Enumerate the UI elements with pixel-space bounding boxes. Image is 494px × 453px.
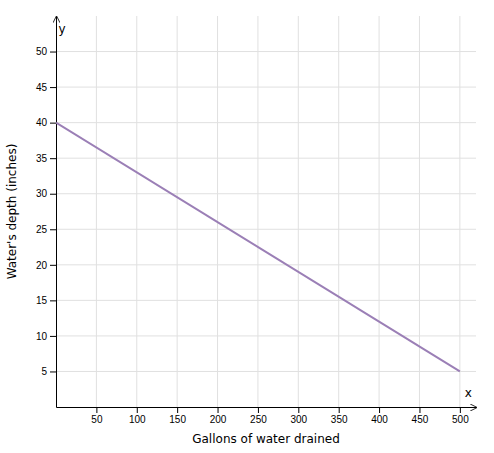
x-tick-label: 100 (129, 414, 146, 425)
x-tick-label: 500 (452, 414, 469, 425)
y-tick-mark (50, 371, 56, 372)
x-tick: 350 (331, 407, 348, 425)
y-tick-mark (50, 123, 56, 124)
y-tick-mark (50, 336, 56, 337)
y-axis-title: Water's depth (inches) (5, 144, 19, 280)
grid-line-y (56, 193, 476, 194)
y-tick-mark (50, 229, 56, 230)
grid (56, 16, 476, 407)
annotation: x (465, 386, 472, 400)
y-tick: 5 (41, 366, 56, 377)
y-tick-mark (50, 300, 56, 301)
y-tick-label: 25 (36, 224, 48, 235)
y-tick: 10 (36, 331, 56, 342)
grid-line-x (257, 16, 258, 407)
x-tick-mark (96, 407, 97, 413)
grid-line-y (56, 51, 476, 52)
y-tick: 25 (36, 224, 56, 235)
x-tick: 250 (250, 407, 267, 425)
x-tick-mark (258, 407, 259, 413)
x-tick: 500 (452, 407, 469, 425)
x-tick-mark (460, 407, 461, 413)
x-tick-mark (339, 407, 340, 413)
x-tick: 150 (169, 407, 186, 425)
x-tick-mark (379, 407, 380, 413)
x-tick-label: 350 (331, 414, 348, 425)
x-tick-mark (419, 407, 420, 413)
y-tick: 45 (36, 82, 56, 93)
x-tick-label: 200 (210, 414, 227, 425)
x-tick-mark (177, 407, 178, 413)
y-tick-label: 10 (36, 331, 48, 342)
x-axis: 50 100 150 200 250 300 350 400 450 500 (57, 407, 477, 425)
y-tick-mark (50, 87, 56, 88)
x-tick: 200 (210, 407, 227, 425)
y-tick-mark (50, 265, 56, 266)
grid-line-x (136, 16, 137, 407)
x-tick-label: 150 (169, 414, 186, 425)
grid-line-x (177, 16, 178, 407)
grid-line-y (56, 87, 476, 88)
grid-line-y (56, 264, 476, 265)
y-tick-label: 20 (36, 260, 48, 271)
y-tick-label: 15 (36, 295, 48, 306)
plot: 50 100 150 200 250 300 350 400 450 500 5 10 15 20 25 30… (36, 16, 477, 425)
y-tick-label: 5 (41, 366, 47, 377)
x-tick: 300 (290, 407, 307, 425)
y-tick: 30 (36, 188, 56, 199)
grid-line-y (56, 229, 476, 230)
grid-line-x (419, 16, 420, 407)
y-tick-label: 40 (36, 117, 48, 128)
annotation: y (58, 22, 65, 36)
chart: 50 100 150 200 250 300 350 400 450 500 5 10 15 20 25 30… (0, 0, 494, 453)
grid-line-x (338, 16, 339, 407)
grid-line-y (56, 335, 476, 336)
x-tick-label: 400 (371, 414, 388, 425)
y-tick: 50 (36, 46, 56, 57)
x-tick-mark (137, 407, 138, 413)
y-tick: 15 (36, 295, 56, 306)
grid-line-x (96, 16, 97, 407)
x-axis-line (57, 407, 477, 408)
grid-line-y (56, 371, 476, 372)
x-tick: 50 (91, 407, 103, 425)
grid-line-x (298, 16, 299, 407)
y-tick-label: 35 (36, 153, 48, 164)
x-tick-mark (298, 407, 299, 413)
grid-line-y (56, 122, 476, 123)
y-tick-label: 50 (36, 46, 48, 57)
marks (56, 123, 460, 372)
y-tick-label: 30 (36, 188, 48, 199)
y-tick: 35 (36, 153, 56, 164)
y-tick-mark (50, 52, 56, 53)
x-tick-label: 450 (412, 414, 429, 425)
x-tick: 400 (371, 407, 388, 425)
x-axis-title: Gallons of water drained (192, 432, 340, 446)
y-tick-label: 45 (36, 82, 48, 93)
y-tick: 20 (36, 260, 56, 271)
y-axis: 5 10 15 20 25 30 35 40 45 50 (36, 17, 57, 408)
x-tick-label: 50 (91, 414, 103, 425)
x-tick-label: 300 (290, 414, 307, 425)
grid-line-x (459, 16, 460, 407)
grid-line-y (56, 158, 476, 159)
grid-line-y (56, 300, 476, 301)
grid-line-x (217, 16, 218, 407)
line (56, 123, 460, 372)
x-tick: 450 (412, 407, 429, 425)
y-tick: 40 (36, 117, 56, 128)
grid-line-x (379, 16, 380, 407)
y-tick-mark (50, 194, 56, 195)
x-tick: 100 (129, 407, 146, 425)
y-axis-line (56, 17, 57, 408)
y-tick-mark (50, 158, 56, 159)
x-tick-label: 250 (250, 414, 267, 425)
x-tick-mark (218, 407, 219, 413)
